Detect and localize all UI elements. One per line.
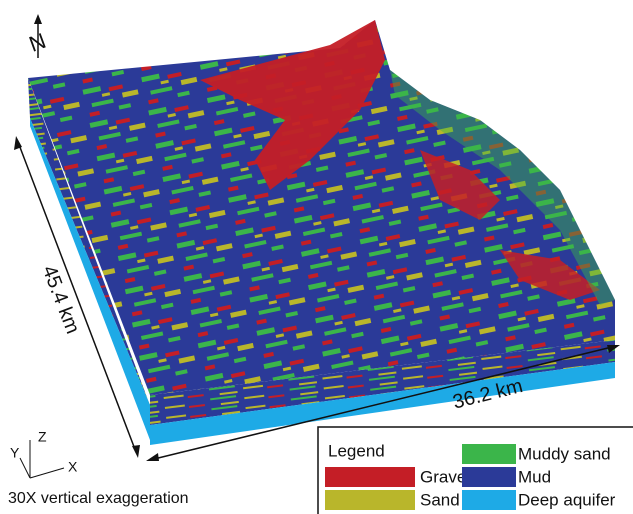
arrow-head — [132, 445, 140, 458]
z-label: Z — [38, 429, 47, 445]
legend-label: Gravel — [420, 467, 470, 486]
exaggeration-note: 30X vertical exaggeration — [8, 490, 189, 507]
x-axis — [29, 467, 65, 479]
block-model — [28, 20, 615, 445]
legend-title: Legend — [328, 441, 385, 460]
legend-label: Deep aquifer — [518, 490, 616, 509]
legend-swatch — [462, 490, 516, 510]
legend-label: Muddy sand — [518, 444, 611, 463]
north-head — [34, 14, 42, 24]
arrow-head — [14, 136, 22, 150]
arrow-head — [146, 453, 159, 461]
y-label: Y — [10, 445, 20, 461]
legend-swatch — [462, 467, 516, 487]
legend-label: Mud — [518, 467, 551, 486]
gravel-region — [420, 150, 600, 300]
north-arrow: N — [26, 14, 49, 58]
x-label: X — [68, 459, 78, 475]
legend-frame — [317, 426, 633, 514]
left-face — [28, 78, 150, 440]
gravel-region — [200, 20, 385, 190]
legend-label: Sand — [420, 490, 460, 509]
width-label: 45.4 km — [38, 263, 84, 337]
north-label: N — [26, 28, 49, 57]
relief — [390, 70, 615, 305]
legend-swatch — [325, 490, 415, 510]
top-face — [28, 20, 615, 395]
legend-swatch — [325, 467, 415, 487]
front-face — [150, 340, 615, 425]
legend-swatch — [462, 444, 516, 464]
left-base — [30, 118, 150, 440]
dimension-line — [149, 345, 617, 461]
dimension-line — [17, 141, 137, 453]
legend: Legend Gravel Sand Muddy sand Mud Deep aquif… — [317, 426, 633, 514]
arrow-head — [607, 345, 620, 353]
y-axis — [19, 457, 31, 479]
axes-triad — [19, 440, 65, 479]
